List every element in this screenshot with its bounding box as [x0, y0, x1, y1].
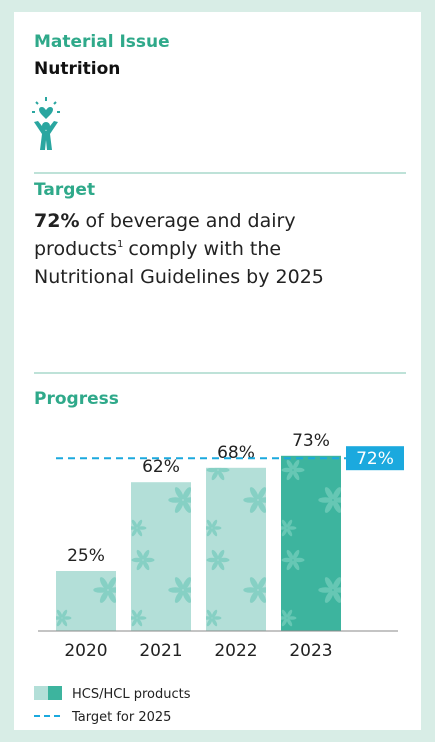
- bar: [131, 482, 191, 631]
- target-label-box: [346, 446, 404, 471]
- nutrition-icon: [32, 97, 60, 150]
- x-tick-label: 2023: [289, 641, 332, 661]
- target-line: products1 comply with the: [34, 238, 281, 260]
- target-highlight: 72%: [34, 210, 79, 232]
- target-text: products: [34, 238, 117, 260]
- target-text: Nutritional Guidelines by 2025: [34, 266, 324, 288]
- legend-label: HCS/HCL products: [72, 687, 191, 702]
- value-label: 25%: [67, 546, 105, 566]
- bar: [206, 467, 266, 631]
- x-tick-label: 2021: [139, 641, 182, 661]
- target-text: of beverage and dairy: [85, 210, 295, 232]
- target-line: 72% of beverage and dairy: [34, 210, 296, 232]
- target-label: 72%: [356, 449, 394, 469]
- target-heading: Target: [34, 180, 95, 200]
- bar: [56, 571, 116, 631]
- x-tick-label: 2022: [214, 641, 257, 661]
- issue-name: Nutrition: [34, 59, 120, 79]
- issue-label: Material Issue: [34, 32, 170, 52]
- value-label: 68%: [217, 443, 255, 463]
- footnote-mark: 1: [117, 239, 123, 250]
- bar: [281, 455, 341, 631]
- legend-swatch: [48, 686, 62, 700]
- legend-swatch: [34, 686, 48, 700]
- legend-label: Target for 2025: [71, 710, 171, 725]
- value-label: 73%: [292, 431, 330, 451]
- value-label: 62%: [142, 457, 180, 477]
- target-text: comply with the: [128, 238, 281, 260]
- chart-title: Progress: [34, 389, 119, 409]
- x-tick-label: 2020: [64, 641, 107, 661]
